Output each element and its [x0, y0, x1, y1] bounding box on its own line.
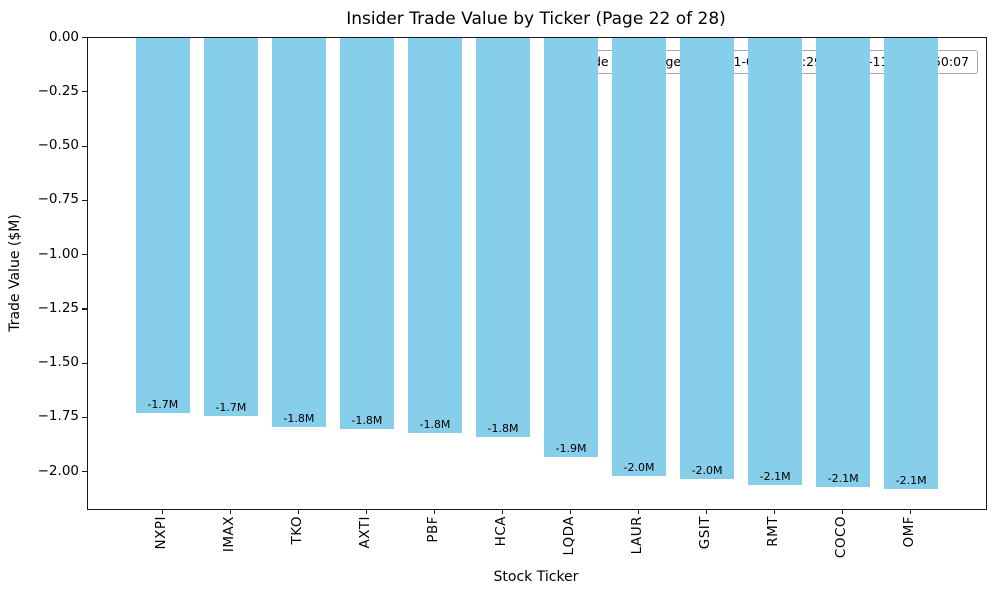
x-tick-label-coco: COCO — [833, 516, 850, 559]
bar-pbf — [407, 38, 463, 434]
bar-value-label: -2.0M — [691, 463, 723, 477]
y-tick-label: −0.50 — [37, 137, 79, 154]
y-tick-label: −1.50 — [37, 354, 79, 371]
x-tick-mark — [570, 509, 572, 514]
x-tick-mark — [842, 509, 844, 514]
x-tick-mark — [774, 509, 776, 514]
plot-area: Trade date range: 2025-11-05 16:43:29 – … — [87, 37, 987, 510]
x-tick-mark — [910, 509, 912, 514]
y-tick-mark — [82, 416, 87, 419]
y-tick-label: 0.00 — [48, 28, 79, 45]
bar-rmt — [747, 38, 803, 486]
y-tick-mark — [82, 91, 87, 93]
x-tick-label-rmt: RMT — [765, 516, 782, 547]
x-axis-label: Stock Ticker — [493, 569, 579, 585]
bar-value-label: -1.7M — [215, 400, 247, 414]
bar-nxpi — [135, 38, 191, 414]
x-tick-label-imax: IMAX — [220, 516, 237, 553]
bar-value-label: -1.8M — [351, 413, 383, 427]
y-tick-mark — [82, 362, 87, 364]
chart-title: Insider Trade Value by Ticker (Page 22 o… — [346, 9, 726, 29]
bar-value-label: -2.1M — [895, 474, 927, 488]
x-tick-label-axti: AXTI — [356, 516, 373, 549]
bar-value-label: -1.7M — [147, 398, 179, 412]
x-tick-mark — [365, 509, 368, 514]
x-tick-label-nxpi: NXPI — [152, 516, 169, 550]
bar-value-label: -2.1M — [759, 470, 791, 484]
x-tick-label-laur: LAUR — [629, 516, 646, 555]
bar-value-label: -1.9M — [555, 441, 587, 455]
bar-lqda — [543, 38, 599, 457]
x-tick-mark — [638, 509, 640, 514]
y-tick-label: −1.25 — [37, 299, 79, 316]
y-tick-mark — [82, 145, 87, 147]
y-tick-label: −1.75 — [37, 408, 79, 425]
bar-gsit — [679, 38, 735, 479]
x-tick-mark — [229, 509, 232, 514]
y-tick-mark — [82, 471, 87, 473]
x-tick-label-gsit: GSIT — [697, 516, 714, 550]
bar-laur — [611, 38, 667, 477]
x-tick-label-hca: HCA — [492, 516, 509, 547]
x-tick-label-tko: TKO — [288, 516, 305, 545]
bar-value-label: -2.0M — [623, 461, 655, 475]
x-tick-mark — [706, 509, 708, 514]
y-tick-mark — [82, 37, 87, 39]
bar-coco — [815, 38, 871, 488]
bar-omf — [883, 38, 939, 490]
x-tick-mark — [433, 509, 436, 514]
bar-tko — [271, 38, 327, 427]
bar-value-label: -2.1M — [827, 472, 859, 486]
x-tick-label-pbf: PBF — [424, 516, 441, 543]
y-tick-mark — [82, 199, 87, 201]
y-tick-label: −0.25 — [37, 82, 79, 99]
y-tick-mark — [82, 254, 87, 256]
x-tick-mark — [297, 509, 300, 514]
y-tick-label: −2.00 — [37, 462, 79, 479]
bar-value-label: -1.8M — [419, 418, 451, 432]
x-tick-mark — [161, 509, 164, 514]
bar-hca — [475, 38, 531, 438]
y-tick-mark — [82, 308, 87, 310]
x-tick-mark — [501, 509, 504, 514]
bar-imax — [203, 38, 259, 416]
x-tick-label-omf: OMF — [901, 516, 918, 548]
bar-axti — [339, 38, 395, 429]
y-tick-label: −0.75 — [37, 191, 79, 208]
x-tick-label-lqda: LQDA — [561, 516, 577, 556]
y-tick-label: −1.00 — [37, 245, 79, 262]
bar-value-label: -1.8M — [283, 411, 315, 425]
bar-value-label: -1.8M — [487, 422, 519, 436]
